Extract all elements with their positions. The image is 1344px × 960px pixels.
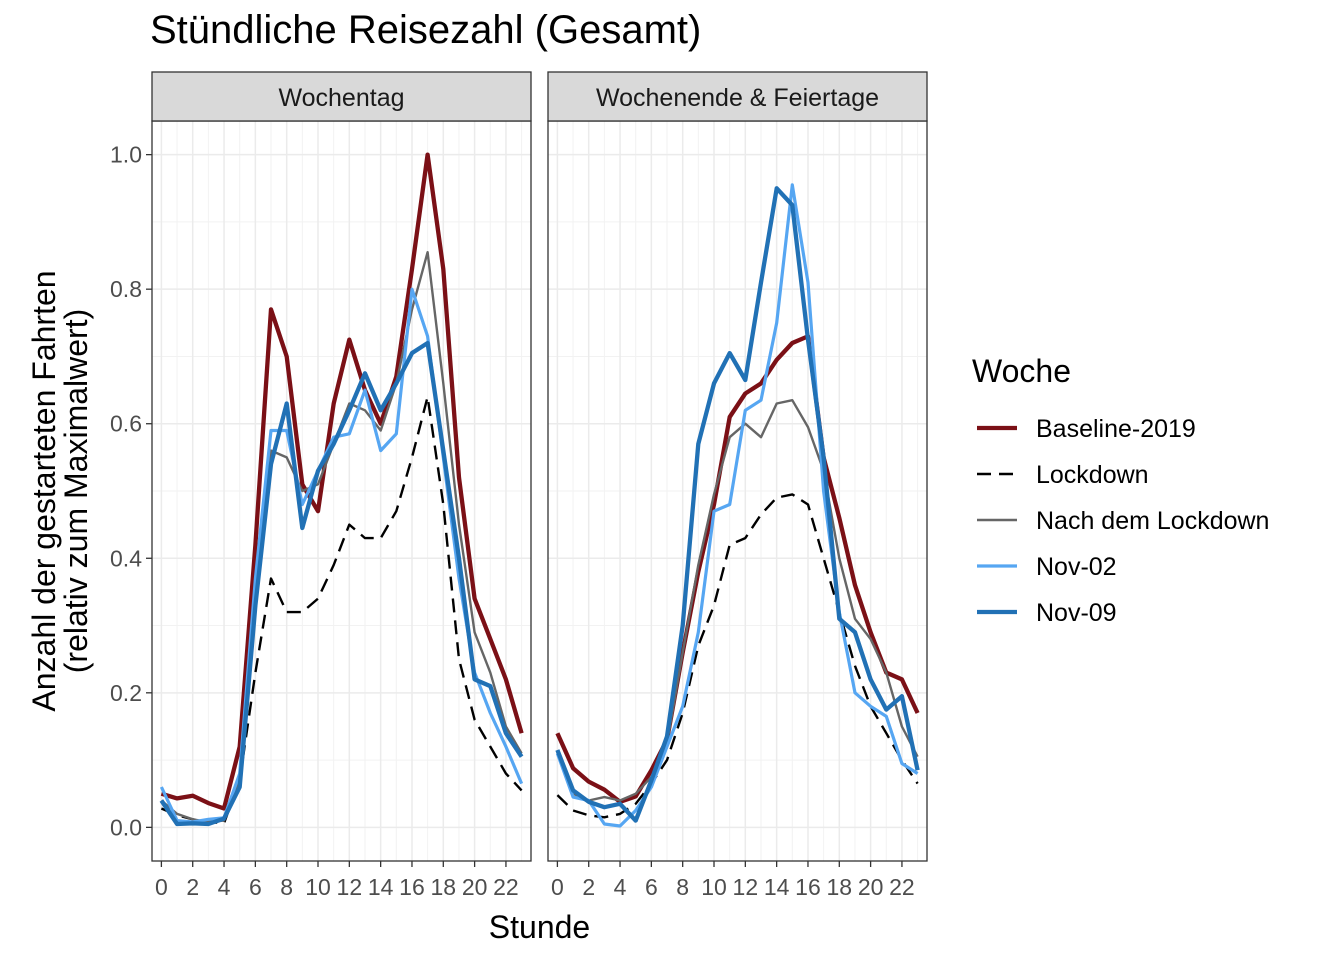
panel-2-x-tick-label: 18 <box>827 874 853 900</box>
panel-1-strip <box>151 71 532 122</box>
panel-2-x-tick-label: 22 <box>889 874 915 900</box>
panel-1-x-tick-label: 14 <box>368 874 394 900</box>
y-tick-label: 0.6 <box>110 411 142 437</box>
panel-2-x-tick-label: 20 <box>858 874 884 900</box>
panel-1-x-tick-label: 22 <box>493 874 519 900</box>
panel-1-series-line-baseline-2019 <box>160 152 524 811</box>
legend-label: Nov-09 <box>1036 599 1117 627</box>
panel-1-x-tick-label: 0 <box>155 874 168 900</box>
y-tick-label: 0.4 <box>110 545 142 571</box>
panel-1-strip-label: Wochentag <box>278 84 404 112</box>
panel-1-x-tick-label: 10 <box>305 874 331 900</box>
legend-label: Nov-02 <box>1036 553 1117 581</box>
panel-2-strip-label: Wochenende & Feiertage <box>596 84 879 112</box>
panel-1-series-line-nov-09 <box>159 340 524 827</box>
legend-label: Lockdown <box>1036 461 1149 489</box>
panel-1-x-tick-label: 2 <box>186 874 199 900</box>
y-axis-title-line: Anzahl der gestarteten Fahrten <box>26 270 62 711</box>
y-axis-title-line: (relativ zum Maximalwert) <box>58 309 94 673</box>
panel-2-x-tick-label: 12 <box>733 874 759 900</box>
y-tick-label: 0.2 <box>110 680 142 706</box>
panel-2-x-tick-label: 16 <box>795 874 821 900</box>
panel-2-x-tick-label: 14 <box>764 874 790 900</box>
panel-1-x-tick-label: 4 <box>218 874 231 900</box>
panel-2-series-line-nov-02 <box>555 183 919 828</box>
panel-1-x-tick-label: 18 <box>431 874 457 900</box>
panel-1-x-tick-label: 6 <box>249 874 262 900</box>
panel-2-x-tick-label: 2 <box>582 874 595 900</box>
panel-1-x-tick-label: 8 <box>280 874 293 900</box>
x-axis-title: Stunde <box>489 909 590 945</box>
chart-title: Stündliche Reisezahl (Gesamt) <box>150 8 702 52</box>
panel-1-x-tick-label: 16 <box>399 874 425 900</box>
y-axis-title: Anzahl der gestarteten Fahrten(relativ z… <box>26 270 94 711</box>
panel-1-series-line-lockdown <box>160 395 523 825</box>
panel-2-x-tick-label: 4 <box>614 874 627 900</box>
panel-2-x-tick-label: 10 <box>701 874 727 900</box>
y-tick-label: 0.8 <box>110 276 142 302</box>
panel-2-series-line-nach-dem-lockdown <box>556 399 919 802</box>
panel-1-x-tick-label: 12 <box>337 874 363 900</box>
panel-2-strip <box>547 71 928 122</box>
panel-1-x-tick-label: 20 <box>462 874 488 900</box>
legend-label: Nach dem Lockdown <box>1036 507 1269 535</box>
y-tick-label: 1.0 <box>110 142 142 168</box>
y-tick-label: 0.0 <box>110 814 142 840</box>
panel-2-x-tick-label: 6 <box>645 874 658 900</box>
panel-2-x-tick-label: 8 <box>676 874 689 900</box>
panel-2-series-line-lockdown <box>556 493 919 819</box>
panel-2-x-tick-label: 0 <box>551 874 564 900</box>
legend-label: Baseline-2019 <box>1036 415 1196 443</box>
panel-2-series-line-nov-09 <box>555 186 920 823</box>
legend-title: Woche <box>972 353 1071 389</box>
